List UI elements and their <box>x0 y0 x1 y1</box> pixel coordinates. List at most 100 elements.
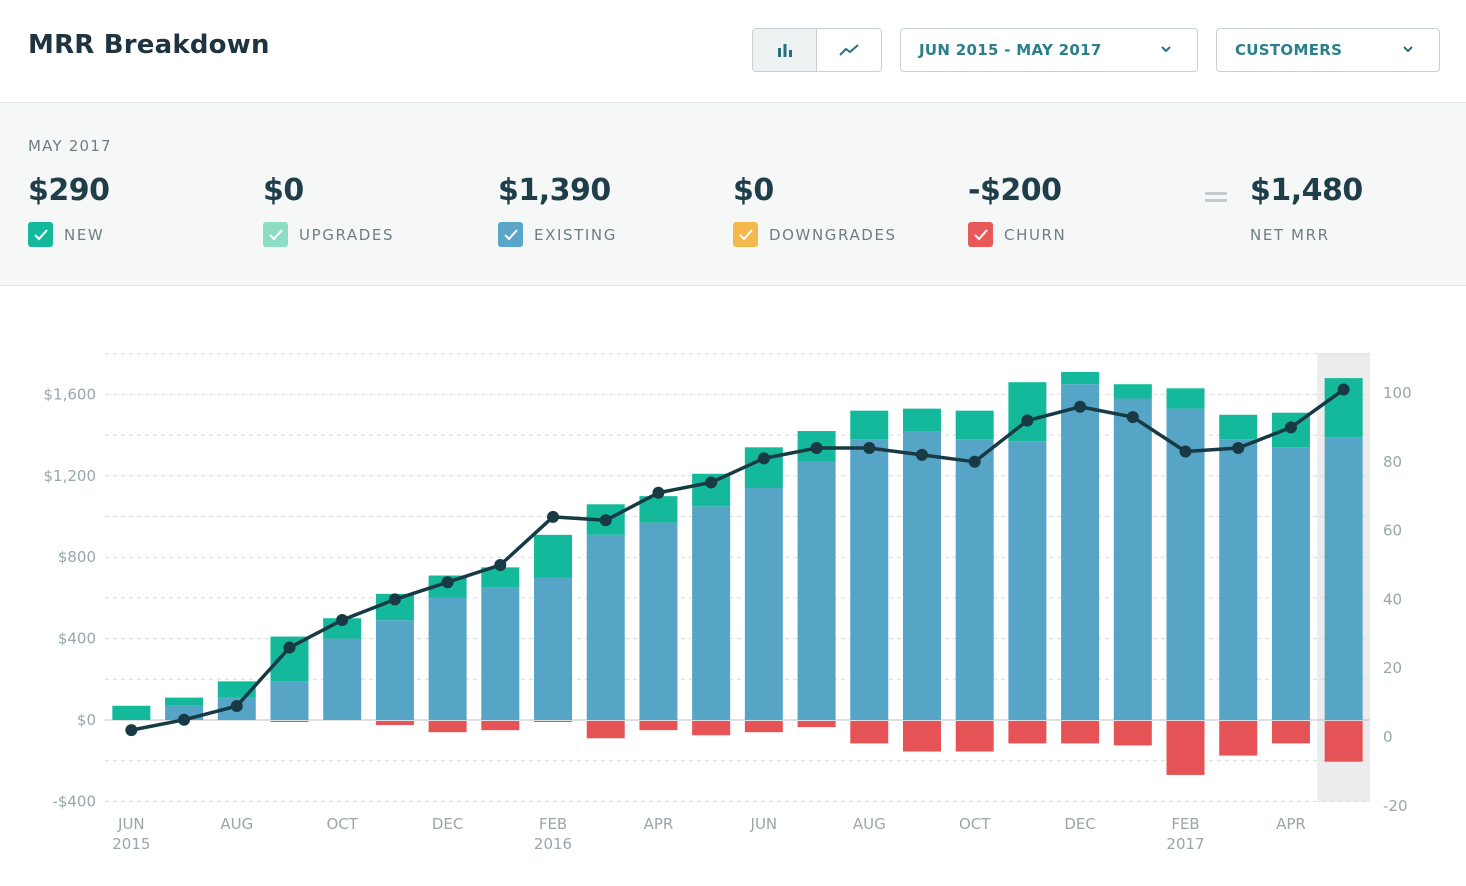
x-tick-label: DEC <box>1064 815 1096 833</box>
customers-line <box>131 388 1345 732</box>
bar-churn <box>586 721 625 739</box>
x-tick-label: DEC <box>432 815 464 833</box>
y-right-tick-label: 20 <box>1383 659 1402 677</box>
metric-existing: $1,390 EXISTING <box>498 173 617 247</box>
bar-new <box>112 705 151 720</box>
summary-panel: MAY 2017 $290 NEW $0 UPGRADES $1,390 EXI… <box>0 103 1466 286</box>
x-tick-label: APR <box>644 815 674 833</box>
bar-existing <box>1324 437 1363 720</box>
customers-point <box>757 452 770 465</box>
existing-checkbox[interactable] <box>498 222 523 247</box>
line-chart-toggle-button[interactable] <box>817 29 881 71</box>
bar-churn <box>797 721 836 728</box>
bar-existing <box>850 439 889 720</box>
metric-churn-label: CHURN <box>1004 225 1067 244</box>
date-range-dropdown[interactable]: JUN 2015 - MAY 2017 <box>900 28 1198 72</box>
bar-new <box>902 408 941 432</box>
bar-churn <box>1271 721 1310 744</box>
metric-upgrades-label: UPGRADES <box>299 225 395 244</box>
customers-point <box>810 442 823 455</box>
customers-point <box>1126 411 1139 424</box>
bar-chart-toggle-button[interactable] <box>753 29 817 71</box>
chevron-down-icon <box>1161 46 1171 53</box>
bar-new <box>1166 388 1205 409</box>
customers-point <box>230 700 243 713</box>
metric-downgrades-value: $0 <box>733 173 774 208</box>
metric-value: CUSTOMERS <box>1235 41 1343 59</box>
bar-existing <box>1113 398 1152 720</box>
chart-type-toggle[interactable] <box>752 28 882 72</box>
customers-point <box>652 486 665 499</box>
x-tick-label: JUN <box>750 815 778 833</box>
y-left-tick-label: $1,200 <box>44 467 97 485</box>
metric-churn-value: -$200 <box>968 173 1062 208</box>
date-range-value: JUN 2015 - MAY 2017 <box>919 41 1102 59</box>
bar-existing <box>481 587 520 720</box>
bar-churn <box>1113 721 1152 746</box>
bar-churn <box>534 721 573 723</box>
chevron-down-icon <box>1403 46 1413 53</box>
metric-new: $290 NEW <box>28 173 110 247</box>
metric-dropdown[interactable]: CUSTOMERS <box>1216 28 1440 72</box>
x-tick-label: APR <box>1276 815 1306 833</box>
customers-point <box>178 713 191 726</box>
bar-existing <box>1061 384 1100 720</box>
metric-net-mrr: $1,480 NET MRR <box>1250 173 1363 244</box>
bar-existing <box>1271 447 1310 720</box>
x-tick-year-label: 2017 <box>1166 835 1204 853</box>
bar-churn <box>639 721 678 731</box>
bar-existing <box>955 439 994 720</box>
check-icon <box>268 228 283 240</box>
downgrades-checkbox[interactable] <box>733 222 758 247</box>
metric-downgrades: $0 DOWNGRADES <box>733 173 897 247</box>
y-right-tick-label: 100 <box>1383 384 1412 402</box>
y-right-tick-label: -20 <box>1383 797 1408 815</box>
new-checkbox[interactable] <box>28 222 53 247</box>
check-icon <box>503 228 518 240</box>
bar-existing <box>428 597 467 720</box>
y-left-tick-label: $800 <box>58 548 96 566</box>
x-tick-label: FEB <box>1171 815 1199 833</box>
bar-new <box>481 567 520 588</box>
header-bar: MRR Breakdown JUN 2015 - MAY 2017 CUSTOM… <box>0 0 1466 103</box>
customers-point <box>1074 400 1087 413</box>
customers-point <box>599 514 612 527</box>
net-mrr-value: $1,480 <box>1250 173 1363 208</box>
y-right-tick-label: 0 <box>1383 728 1393 746</box>
bar-churn <box>1008 721 1047 744</box>
bar-churn <box>1166 721 1205 775</box>
churn-checkbox[interactable] <box>968 222 993 247</box>
summary-period: MAY 2017 <box>28 137 112 155</box>
x-tick-year-label: 2016 <box>534 835 572 853</box>
customers-point <box>1021 414 1034 427</box>
metric-downgrades-label: DOWNGRADES <box>769 225 897 244</box>
y-left-tick-label: $0 <box>77 711 96 729</box>
metric-existing-value: $1,390 <box>498 173 611 208</box>
upgrades-checkbox[interactable] <box>263 222 288 247</box>
bar-new <box>534 534 573 578</box>
customers-point <box>1179 445 1192 458</box>
y-right-tick-label: 60 <box>1383 522 1402 540</box>
x-tick-label: AUG <box>853 815 886 833</box>
bar-existing <box>639 522 678 720</box>
customers-point <box>547 510 560 523</box>
bar-new <box>955 410 994 440</box>
customers-point <box>968 455 981 468</box>
bar-existing <box>586 534 625 720</box>
bar-churn <box>692 721 731 736</box>
bar-existing <box>744 488 783 720</box>
bar-chart-icon <box>777 44 792 57</box>
y-right-tick-label: 40 <box>1383 590 1402 608</box>
bar-churn <box>375 721 414 726</box>
x-tick-year-label: 2015 <box>112 835 150 853</box>
bar-existing <box>797 461 836 720</box>
bar-churn <box>744 721 783 733</box>
customers-point <box>388 593 401 606</box>
bar-churn <box>1061 721 1100 744</box>
y-left-tick-label: -$400 <box>52 792 96 810</box>
x-tick-label: AUG <box>220 815 253 833</box>
metric-existing-label: EXISTING <box>534 225 617 244</box>
metric-new-label: NEW <box>64 225 105 244</box>
bar-existing <box>534 577 573 720</box>
customers-point <box>863 442 876 455</box>
